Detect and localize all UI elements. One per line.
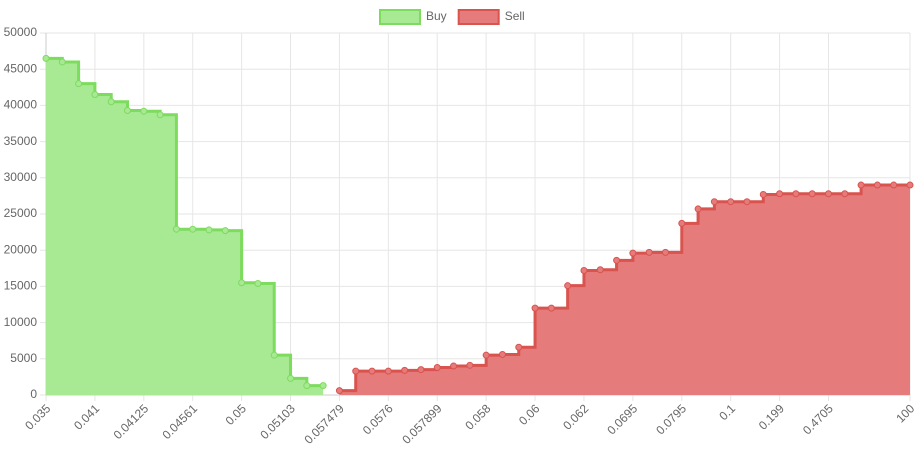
point [401,366,409,374]
legend-label: Sell [505,9,525,23]
point [613,256,621,264]
point [596,266,604,274]
point [792,190,800,198]
point [580,266,588,274]
point [254,280,262,288]
y-tick-label: 0 [30,387,37,401]
x-tick-label: 0.199 [756,401,787,432]
point [694,205,702,213]
point [189,225,197,233]
point [450,362,458,370]
point [91,91,99,99]
x-tick-label: 0.062 [560,401,591,432]
point [808,190,816,198]
point [433,363,441,371]
point [841,190,849,198]
x-tick-label: 0.05103 [257,401,298,442]
point [335,387,343,395]
point [75,80,83,88]
point [238,279,246,287]
point [352,367,360,375]
y-tick-label: 5000 [10,351,37,365]
x-tick-label: 0.035 [22,401,53,432]
point [824,190,832,198]
area [46,58,324,396]
point [857,181,865,189]
x-tick-label: 0.041 [71,401,102,432]
point [221,227,229,235]
y-tick-label: 30000 [4,170,38,184]
point [873,181,881,189]
point [547,304,555,312]
y-tick-label: 35000 [4,134,38,148]
point [531,304,539,312]
point [417,366,425,374]
point [319,382,327,390]
legend-swatch [379,9,421,25]
point [58,58,66,66]
point [564,282,572,290]
area [339,185,910,395]
x-tick-label: 0.0576 [360,401,396,437]
point [172,225,180,233]
x-tick-label: 0.057479 [301,401,347,447]
point [498,350,506,358]
point [678,219,686,227]
point [42,54,50,62]
point [287,374,295,382]
point [645,248,653,256]
point [661,248,669,256]
x-tick-label: 0.0695 [604,401,640,437]
point [776,190,784,198]
y-tick-label: 10000 [4,315,38,329]
y-tick-label: 45000 [4,61,38,75]
x-tick-label: 0.04125 [111,401,152,442]
y-tick-label: 15000 [4,279,38,293]
point [156,111,164,119]
x-tick-label: 0.058 [462,401,493,432]
y-tick-label: 40000 [4,98,38,112]
x-tick-label: 0.06 [516,401,543,428]
y-tick-label: 20000 [4,242,38,256]
point [140,107,148,115]
y-tick-label: 25000 [4,206,38,220]
point [482,351,490,359]
point [890,181,898,189]
x-tick-label: 0.4705 [800,401,836,437]
point [727,198,735,206]
point [515,343,523,351]
x-tick-label: 0.0795 [653,401,689,437]
x-tick-label: 0.1 [716,401,738,423]
x-tick-label: 0.057899 [399,401,445,447]
point [303,382,311,390]
point [368,367,376,375]
point [629,249,637,257]
point [710,198,718,206]
point [759,190,767,198]
point [270,351,278,359]
y-tick-label: 50000 [4,25,38,39]
legend-label: Buy [426,9,447,23]
point [466,361,474,369]
point [107,98,115,106]
point [384,367,392,375]
legend-swatch [457,9,500,25]
x-tick-label: 0.04561 [159,401,200,442]
point [124,106,132,114]
point [205,226,213,234]
x-tick-label: 0.05 [223,401,250,428]
point [906,181,914,189]
point [743,198,751,206]
x-tick-label: 100 [893,401,917,425]
